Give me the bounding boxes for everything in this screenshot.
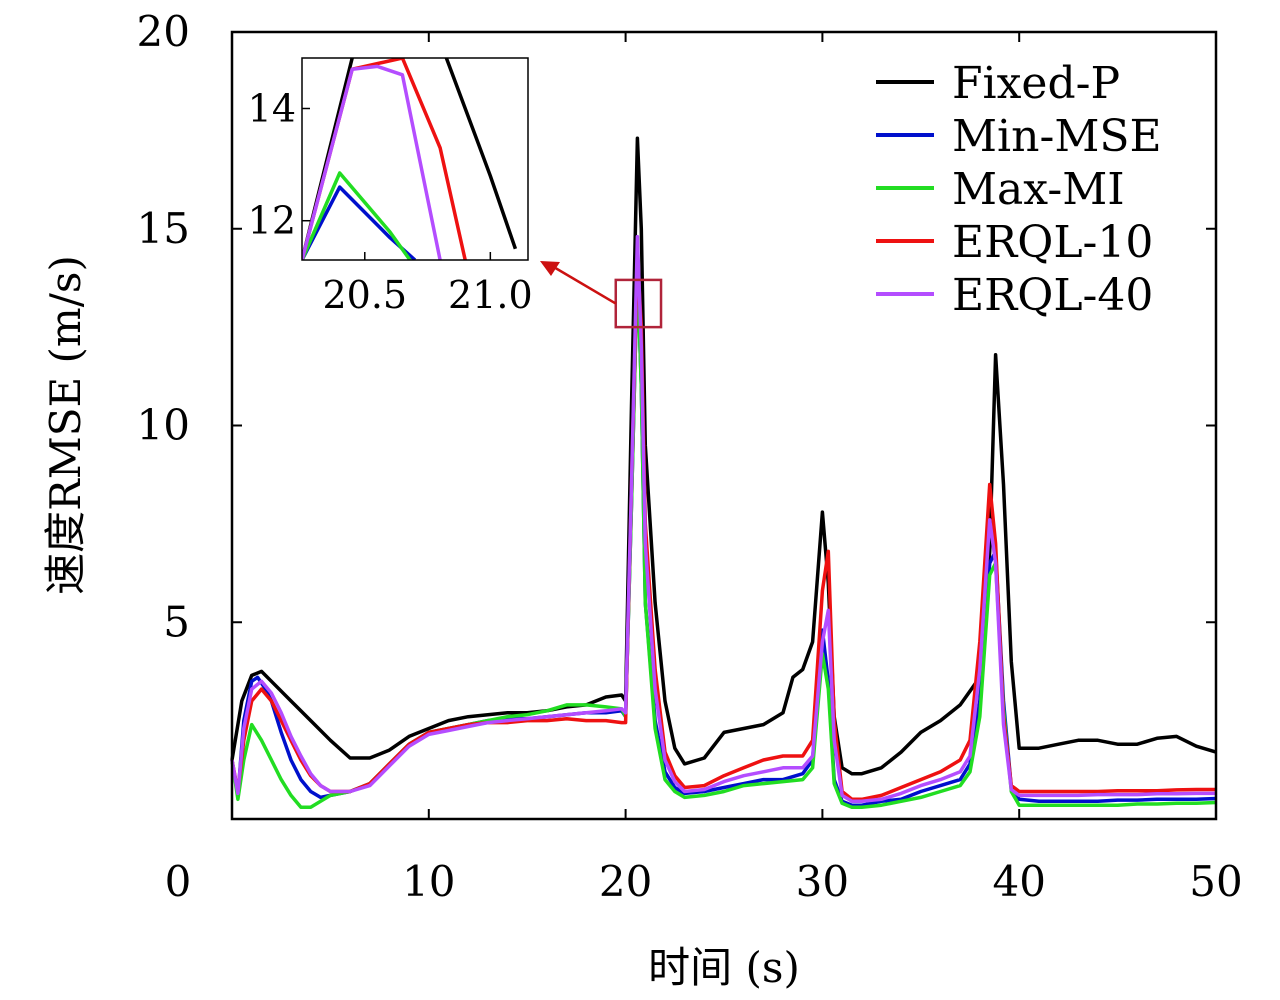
inset-plot: 12 14 20.5 21.0 [248,57,533,317]
inset-frame [301,57,529,261]
inset-y-tick-label: 14 [248,87,296,131]
y-tick-label: 10 [137,401,190,450]
series-line-max-mi [230,266,1217,809]
y-tick-label: 5 [163,597,190,646]
legend-label-min-mse: Min-MSE [952,111,1162,162]
y-tick-label: 20 [137,7,190,56]
y-tick-label: 15 [137,204,190,253]
series-line-erql-10 [230,254,1216,802]
x-tick-label: 40 [992,857,1045,906]
legend-label-erql-40: ERQL-40 [952,270,1153,321]
legend-label-fixed-p: Fixed-P [952,58,1120,109]
x-axis-label: 时间 (s) [648,943,800,992]
x-tick-label: 30 [796,857,849,906]
inset-line-erql-40 [302,64,442,260]
legend-label-max-mi: Max-MI [952,164,1125,215]
x-tick-label: 50 [1189,857,1242,906]
zoom-arrow-shaft [551,264,617,305]
plot-lines [230,136,1217,809]
y-zero-label: 0 [165,857,192,906]
x-tick-label: 10 [402,857,455,906]
x-tick-label: 20 [599,857,652,906]
legend-label-erql-10: ERQL-10 [952,217,1153,268]
inset-y-tick-label: 12 [248,199,296,243]
zoom-arrow-head [540,261,560,276]
inset-x-tick-label: 20.5 [322,273,407,317]
inset-lines [302,58,518,260]
y-axis-label: 速度RMSE (m/s) [41,255,90,595]
inset-x-tick-label: 21.0 [448,273,533,317]
axis-ticks: 10 20 30 40 50 5 10 15 20 [137,7,1243,906]
series-line-fixed-p [230,136,1217,776]
inset-line-max-mi [302,171,412,260]
zoom-indicator [540,261,663,329]
series-line-erql-40 [230,234,1216,804]
inset-line-fixed-p [302,58,518,260]
series-line-min-mse [230,266,1217,807]
